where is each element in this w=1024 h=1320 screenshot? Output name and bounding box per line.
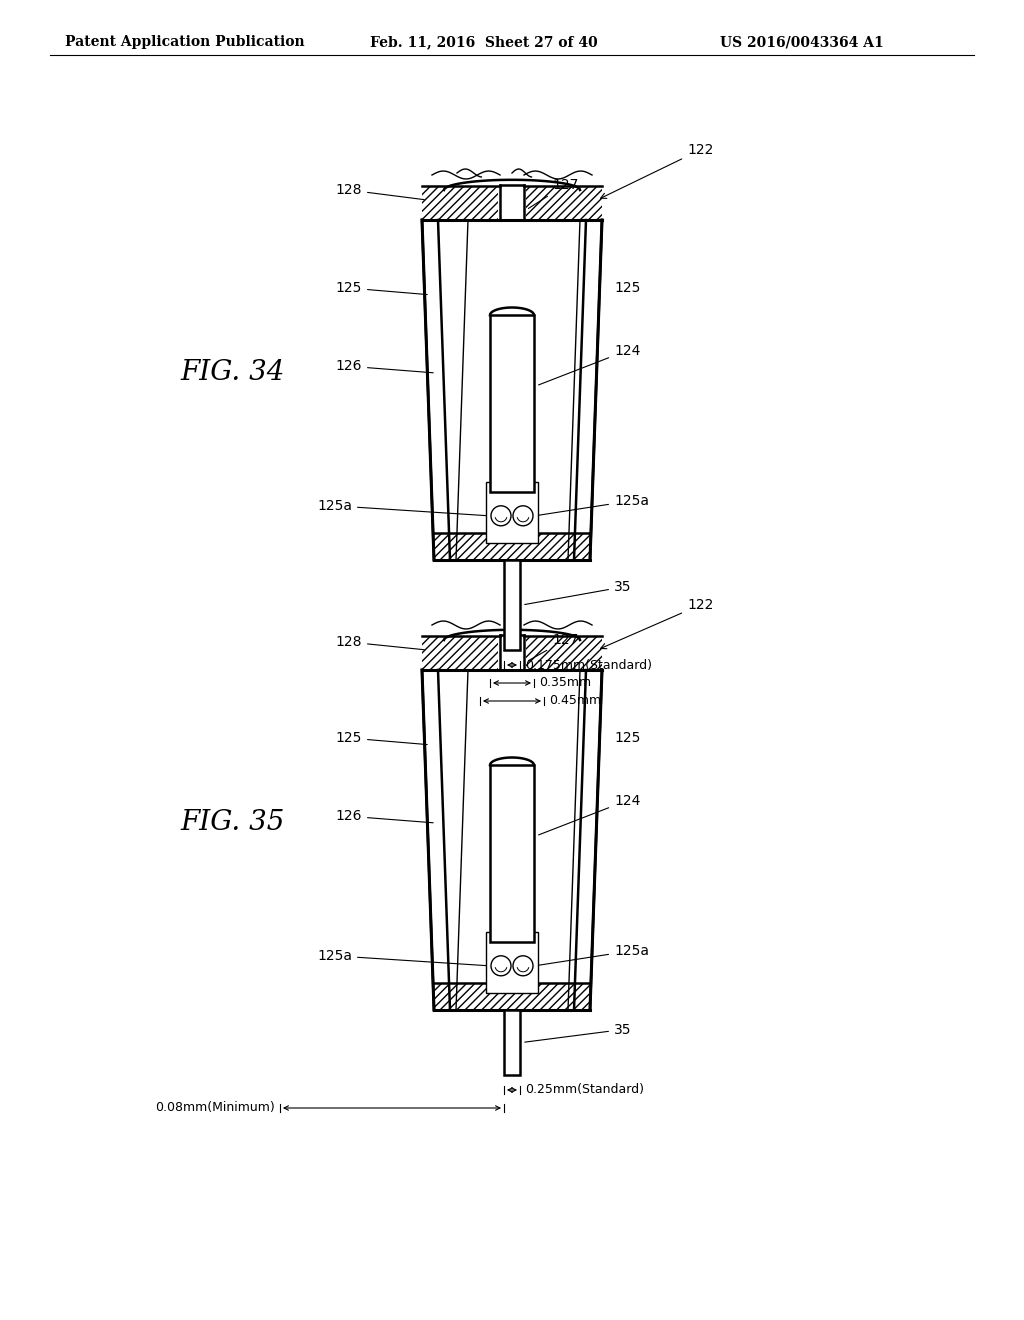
Bar	[434, 533, 590, 560]
Text: 122: 122	[601, 143, 714, 198]
Bar	[504, 560, 520, 649]
Text: 127: 127	[528, 178, 579, 209]
Text: Patent Application Publication: Patent Application Publication	[65, 36, 304, 49]
Text: 125: 125	[614, 731, 640, 744]
Bar	[486, 482, 538, 543]
Bar	[504, 1010, 520, 1074]
Text: 125a: 125a	[538, 494, 649, 515]
Bar	[526, 186, 602, 220]
Text: FIG. 35: FIG. 35	[180, 809, 285, 837]
Text: 125a: 125a	[317, 499, 486, 516]
Text: 0.175mm(Standard): 0.175mm(Standard)	[525, 659, 652, 672]
Text: 125a: 125a	[317, 949, 486, 966]
Bar	[434, 983, 590, 1010]
Text: 0.25mm(Standard): 0.25mm(Standard)	[525, 1084, 644, 1097]
Text: 0.08mm(Minimum): 0.08mm(Minimum)	[156, 1101, 275, 1114]
Bar	[486, 932, 538, 993]
Text: 124: 124	[539, 343, 640, 385]
Text: 127: 127	[528, 634, 579, 660]
Text: 122: 122	[601, 598, 714, 648]
Text: 125: 125	[614, 281, 640, 294]
Text: 0.35mm: 0.35mm	[539, 676, 591, 689]
Text: 128: 128	[336, 183, 424, 199]
Text: 125: 125	[336, 731, 427, 744]
Bar	[526, 636, 602, 671]
Bar	[422, 636, 498, 671]
Text: FIG. 34: FIG. 34	[180, 359, 285, 387]
Text: 35: 35	[524, 579, 632, 605]
Text: 128: 128	[336, 635, 424, 649]
Text: 126: 126	[336, 359, 433, 374]
Bar	[490, 766, 534, 942]
Text: 125: 125	[336, 281, 427, 294]
Text: Feb. 11, 2016  Sheet 27 of 40: Feb. 11, 2016 Sheet 27 of 40	[370, 36, 598, 49]
Text: 126: 126	[336, 809, 433, 824]
Text: 0.45mm: 0.45mm	[549, 694, 601, 708]
Text: 125a: 125a	[538, 944, 649, 965]
Text: 35: 35	[524, 1023, 632, 1043]
Bar	[490, 315, 534, 492]
Text: 124: 124	[539, 793, 640, 836]
Bar	[422, 186, 498, 220]
Text: US 2016/0043364 A1: US 2016/0043364 A1	[720, 36, 884, 49]
